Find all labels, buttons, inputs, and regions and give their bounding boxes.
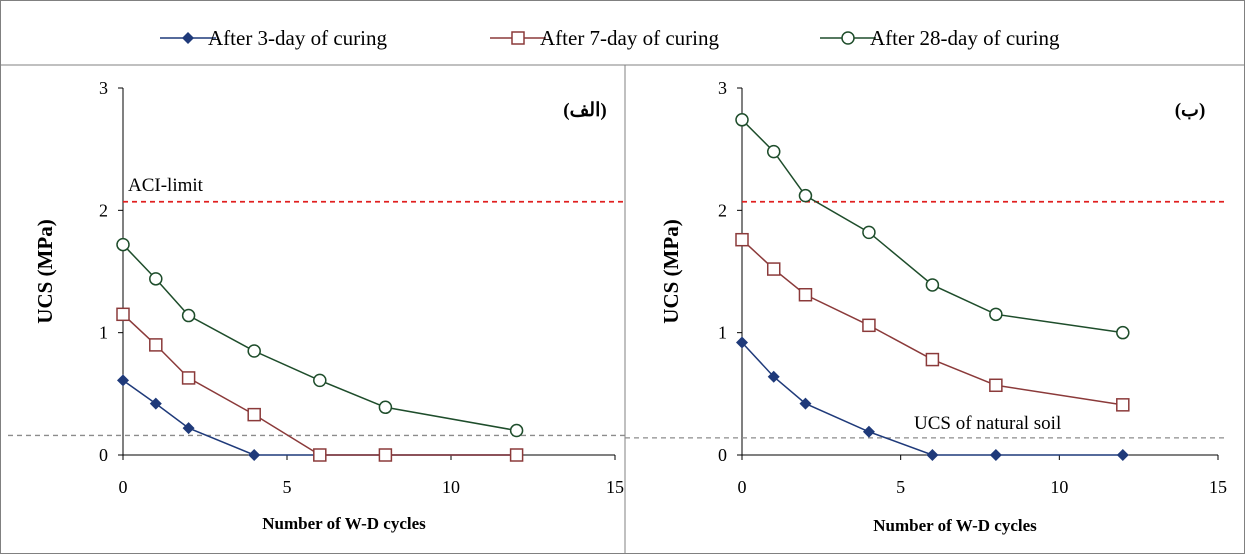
p1-point-7day xyxy=(735,232,749,247)
p1-point-7day xyxy=(1116,398,1130,412)
p1-x-tick-label: 5 xyxy=(896,477,905,497)
p1-natural-soil-label: UCS of natural soil xyxy=(914,413,1061,434)
p1-point-28day xyxy=(735,113,749,127)
p0-point-3day xyxy=(248,449,261,461)
p0-x-tick-label: 5 xyxy=(283,477,292,497)
legend-label-3day: After 3-day of curing xyxy=(208,26,388,50)
p1-x-tick-label: 0 xyxy=(738,477,747,497)
p0-y-axis-label: UCS (MPa) xyxy=(33,219,57,323)
p0-point-28day xyxy=(116,237,130,252)
p0-x-axis-label: Number of W-D cycles xyxy=(262,514,426,533)
p1-point-28day xyxy=(766,144,781,159)
p1-point-3day xyxy=(1116,449,1129,461)
p1-point-3day xyxy=(799,397,812,410)
p0-point-28day xyxy=(313,373,327,388)
p1-point-3day xyxy=(926,449,939,461)
p1-y-tick-label: 1 xyxy=(718,323,727,343)
p1-point-7day xyxy=(989,378,1003,393)
p0-x-tick-label: 10 xyxy=(442,477,460,497)
p0-point-28day xyxy=(149,272,163,286)
p1-y-tick-label: 2 xyxy=(718,200,727,220)
p0-y-tick-label: 0 xyxy=(99,445,108,465)
p1-y-tick-label: 0 xyxy=(718,445,727,465)
p0-point-7day xyxy=(247,407,261,422)
panel-left: 0 1 2 3 0 5 10 15 Number of W-D cycles UCS (MPa) (… xyxy=(8,78,625,533)
p0-point-28day xyxy=(247,344,261,358)
p1-panel-label: (ب) xyxy=(1175,100,1206,121)
p1-x-axis-label: Number of W-D cycles xyxy=(873,516,1037,535)
legend-item-28day: After 28-day of curing xyxy=(820,26,1060,50)
p0-aci-limit-label: ACI-limit xyxy=(128,175,204,196)
p0-point-7day xyxy=(313,448,327,462)
p0-y-tick-label: 3 xyxy=(99,78,108,98)
p1-point-7day xyxy=(862,318,876,333)
p1-point-28day xyxy=(798,188,813,203)
p0-point-3day xyxy=(149,397,162,410)
p1-point-7day xyxy=(766,262,781,276)
p0-point-28day xyxy=(378,400,393,415)
p1-series-line-7day xyxy=(741,239,1123,406)
p0-point-7day xyxy=(509,448,524,462)
p0-point-3day xyxy=(182,422,195,435)
p1-point-7day xyxy=(798,287,813,302)
p0-point-7day xyxy=(181,371,196,385)
p1-point-28day xyxy=(1116,325,1130,340)
p1-x-tick-label: 10 xyxy=(1050,477,1068,497)
p0-point-28day xyxy=(181,308,196,323)
p0-series-line-28day xyxy=(122,244,517,432)
legend: After 3-day of curing After 7-day of cur… xyxy=(160,26,1060,50)
p1-point-3day xyxy=(736,336,748,349)
p1-point-7day xyxy=(925,352,940,367)
p0-panel-label: (الف) xyxy=(563,100,606,121)
p0-y-tick-label: 1 xyxy=(99,323,108,343)
p0-point-7day xyxy=(116,307,130,322)
panel-right: 0 1 2 3 0 5 10 15 Number of W-D cycles UCS (MPa) (… xyxy=(625,78,1228,535)
p0-point-3day xyxy=(117,374,129,387)
legend-marker-28day xyxy=(841,31,855,45)
legend-marker-3day xyxy=(182,32,194,44)
p0-x-tick-label: 0 xyxy=(119,477,128,497)
legend-label-28day: After 28-day of curing xyxy=(870,26,1060,50)
p1-point-3day xyxy=(862,425,875,438)
p0-y-tick-label: 2 xyxy=(99,200,108,220)
p0-point-28day xyxy=(509,423,524,438)
legend-marker-7day xyxy=(511,31,525,45)
legend-item-3day: After 3-day of curing xyxy=(160,26,388,50)
p0-series-line-3day xyxy=(122,379,517,456)
p0-point-7day xyxy=(149,338,163,352)
p1-x-tick-label: 15 xyxy=(1209,477,1227,497)
p1-point-28day xyxy=(989,307,1003,322)
p0-point-7day xyxy=(378,448,393,462)
p1-point-28day xyxy=(925,278,940,292)
p1-point-3day xyxy=(767,370,780,383)
p1-point-28day xyxy=(862,225,876,240)
legend-label-7day: After 7-day of curing xyxy=(540,26,720,50)
p1-y-tick-label: 3 xyxy=(718,78,727,98)
p0-x-tick-label: 15 xyxy=(606,477,624,497)
legend-item-7day: After 7-day of curing xyxy=(490,26,720,50)
p1-y-axis-label: UCS (MPa) xyxy=(659,219,683,323)
p1-point-3day xyxy=(989,449,1002,461)
